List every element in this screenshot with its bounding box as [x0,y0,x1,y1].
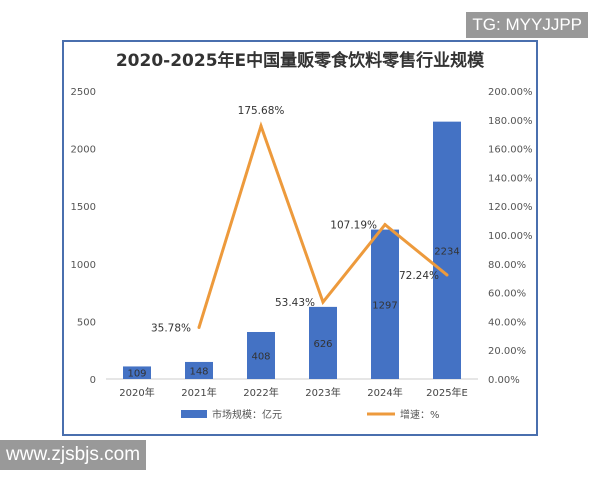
x-tick: 2023年 [305,386,340,399]
x-tick: 2020年 [119,386,154,399]
growth-label: 107.19% [330,220,377,232]
growth-label: 175.68% [238,105,285,117]
y-right-tick: 100.00% [488,231,533,242]
y-right-tick: 20.00% [488,346,526,357]
bar [309,306,337,379]
y-left-tick: 2000 [71,145,96,156]
watermark-tg: TG: MYYJJPP [466,12,588,38]
bar [185,361,213,379]
growth-label: 53.43% [275,297,315,309]
growth-line [197,121,448,328]
bar [371,229,399,379]
y-right-tick: 40.00% [488,317,526,328]
x-tick: 2024年 [367,386,402,399]
bar [247,331,275,379]
y-left-tick: 0 [90,375,96,386]
growth-label: 35.78% [151,322,191,334]
chart-title: 2020-2025年E中国量贩零食饮料零售行业规模 [115,51,485,71]
growth-point [383,223,387,227]
growth-label: 72.24% [399,270,439,282]
watermark-site: www.zjsbjs.com [0,440,147,470]
x-tick: 2022年 [243,386,278,399]
bar-label: 2234 [434,246,459,257]
y-left-tick: 500 [77,317,96,328]
y-right-tick: 180.00% [488,116,533,127]
legend-bar-label: 市场规模：亿元 [212,408,282,421]
bar-label: 148 [189,366,208,377]
bar-label: 408 [251,351,270,362]
legend-bar-swatch [181,410,207,418]
x-tick: 2021年 [181,386,216,399]
y-left-tick: 2500 [71,87,96,98]
growth-point [321,300,325,304]
growth-point [197,325,201,329]
x-tick: 2025年E [426,386,468,399]
y-right-tick: 160.00% [488,145,533,156]
y-right-tick: 60.00% [488,289,526,300]
bar-label: 626 [313,339,332,350]
bar-label: 1297 [372,300,397,311]
legend-line-label: 增速：% [400,408,440,421]
y-left-tick: 1000 [71,260,96,271]
y-right-tick: 140.00% [488,173,533,184]
growth-point [445,273,449,277]
y-right-tick: 200.00% [488,87,533,98]
bar [433,121,461,380]
y-right-tick: 0.00% [488,375,520,386]
y-right-tick: 120.00% [488,202,533,213]
growth-point [259,124,263,128]
y-left-tick: 1500 [71,202,96,213]
bar [123,366,151,379]
y-right-tick: 80.00% [488,260,526,271]
bar-label: 109 [127,369,146,380]
